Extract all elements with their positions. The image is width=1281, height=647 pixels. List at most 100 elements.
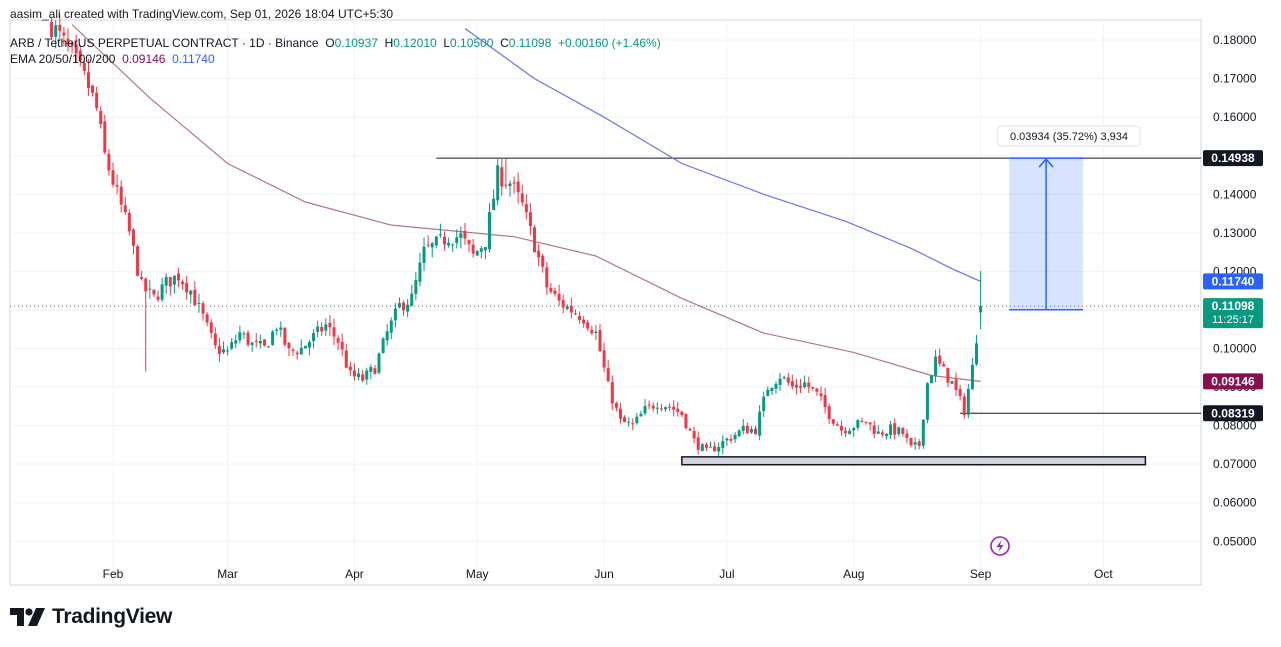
candle-body: [226, 350, 230, 352]
change-value: +0.00160 (+1.46%): [557, 36, 661, 50]
y-tick-label: 0.14000: [1213, 187, 1257, 201]
candle-body: [123, 205, 127, 213]
candle-body: [287, 342, 291, 349]
candle-body: [377, 353, 381, 373]
price-label-text: 0.09146: [1211, 374, 1255, 388]
candle-body: [508, 183, 512, 187]
candle-body: [279, 327, 283, 330]
y-tick-label: 0.07000: [1213, 457, 1257, 471]
price-label-box: [1203, 273, 1263, 290]
candle-body: [733, 434, 737, 440]
candle-body: [205, 314, 209, 323]
candle-body: [852, 428, 856, 431]
price-label-text: 0.14938: [1211, 151, 1255, 165]
replay-icon[interactable]: [990, 536, 1010, 556]
ema-label[interactable]: EMA 20/50/100/200: [10, 52, 116, 66]
candle-body: [553, 290, 557, 294]
candle-body: [283, 327, 287, 345]
candle-body: [778, 378, 782, 385]
y-tick-label: 0.05000: [1213, 534, 1257, 548]
candle-body: [463, 230, 467, 239]
ema-slow-line: [464, 28, 981, 282]
grid-lines: [10, 20, 1201, 585]
price-label-text: 0.11740: [1212, 274, 1255, 288]
high-label: H: [384, 36, 394, 50]
candle-body: [201, 303, 205, 314]
candle-body: [373, 368, 377, 375]
candle-body: [434, 236, 438, 246]
tradingview-logo[interactable]: TradingView: [10, 604, 172, 630]
candle-body: [352, 370, 356, 377]
candle-body: [307, 341, 311, 348]
candle-body: [418, 262, 422, 282]
candle-body: [402, 302, 406, 311]
candle-body: [50, 21, 54, 38]
support-zone-box[interactable]: [681, 456, 1147, 466]
candle-body: [238, 332, 242, 341]
candle-body: [516, 181, 520, 193]
candle-body: [254, 340, 258, 342]
price-range-measure[interactable]: 0.03934 (35.72%) 3,934: [997, 125, 1141, 311]
candle-body: [934, 356, 938, 376]
candle-body: [905, 433, 909, 439]
candle-body: [393, 308, 397, 321]
candle-body: [291, 349, 295, 351]
close-value: 0.11098: [508, 36, 552, 50]
candle-body: [389, 320, 393, 333]
x-tick-label: Jun: [594, 567, 613, 581]
candle-body: [709, 446, 713, 448]
price-label-text: 0.08319: [1211, 406, 1255, 420]
candle-body: [86, 72, 90, 88]
candle-body: [741, 425, 745, 431]
candle-body: [258, 341, 262, 344]
low-value: 0.10500: [450, 36, 494, 50]
candle-body: [819, 393, 823, 397]
candle-body: [684, 414, 688, 429]
tradingview-logo-icon: [10, 608, 45, 626]
candle-body: [823, 394, 827, 408]
chart-pane[interactable]: [9, 19, 1202, 586]
y-axis[interactable]: 0.180000.170000.160000.150000.140000.130…: [1213, 33, 1257, 548]
price-label-box: [1203, 298, 1263, 329]
candle-body: [217, 346, 221, 354]
candle-body: [328, 322, 332, 328]
candle-body: [803, 382, 807, 388]
symbol-name[interactable]: ARB / TetherUS PERPETUAL CONTRACT · 1D ·…: [10, 36, 319, 50]
candle-body: [54, 25, 58, 37]
support-zone[interactable]: [681, 456, 1147, 466]
symbol-header[interactable]: ARB / TetherUS PERPETUAL CONTRACT · 1D ·…: [10, 36, 661, 50]
candle-body: [786, 377, 790, 383]
candle-body: [459, 233, 463, 238]
candle-body: [749, 429, 753, 433]
candle-body: [717, 447, 721, 452]
x-tick-label: Feb: [103, 567, 124, 581]
candle-body: [483, 247, 487, 251]
candle-body: [643, 406, 647, 414]
ema-legend[interactable]: EMA 20/50/100/200 0.09146 0.11740: [10, 52, 215, 66]
candle-body: [496, 165, 500, 201]
candle-body: [410, 293, 414, 306]
candle-body: [704, 444, 708, 448]
candle-body: [381, 338, 385, 353]
candle-body: [78, 50, 82, 62]
candle-body: [156, 296, 160, 300]
measure-label: 0.03934 (35.72%) 3,934: [1010, 131, 1128, 143]
ema-fast-value: 0.09146: [122, 52, 166, 66]
candle-body: [357, 373, 361, 378]
candle-body: [451, 244, 455, 246]
candle-body: [758, 411, 762, 436]
close-label: C: [500, 36, 509, 50]
candle-body: [578, 316, 582, 321]
candle-body: [970, 364, 974, 390]
candle-body: [164, 276, 168, 286]
candle-body: [299, 347, 303, 355]
candle-body: [725, 438, 729, 441]
candle-body: [144, 278, 148, 292]
candle-body: [70, 42, 74, 46]
candle-body: [950, 381, 954, 384]
candle-body: [62, 32, 66, 36]
candle-body: [930, 375, 933, 384]
candle-body: [230, 342, 234, 349]
candle-body: [889, 424, 893, 435]
